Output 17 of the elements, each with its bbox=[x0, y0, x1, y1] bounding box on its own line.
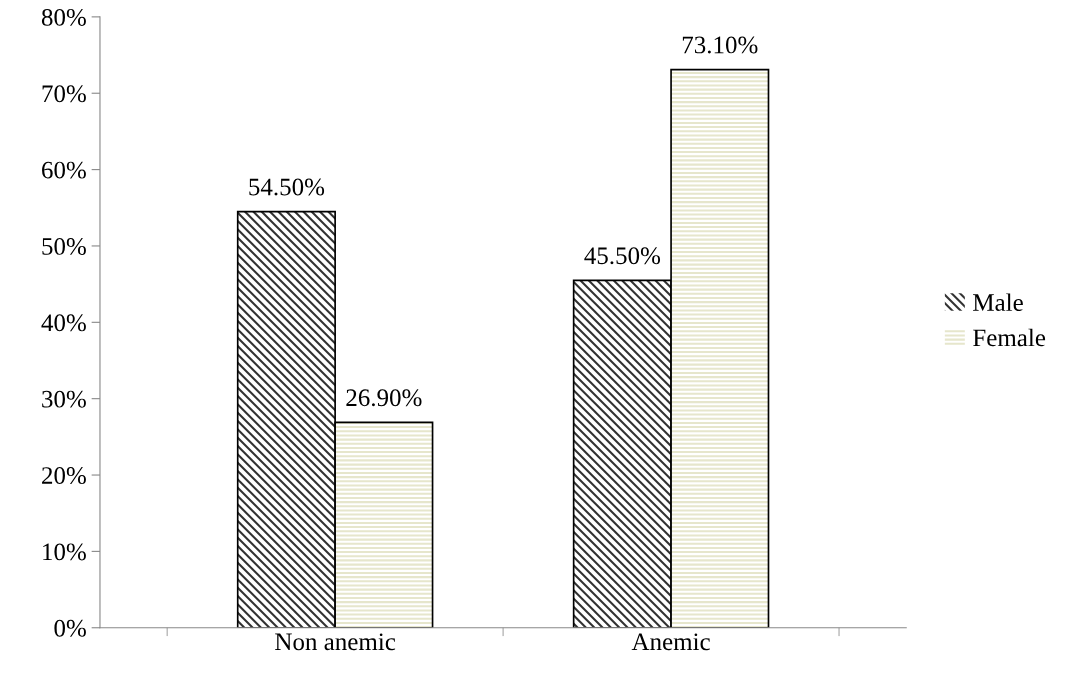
y-tick-label: 60% bbox=[42, 161, 86, 179]
legend-label: Male bbox=[973, 293, 1023, 311]
y-tick-label: 70% bbox=[42, 85, 86, 103]
y-tick-label: 20% bbox=[42, 467, 86, 485]
data-label: 54.50% bbox=[249, 178, 325, 196]
y-tick-label: 30% bbox=[42, 390, 86, 408]
x-tick-label: Anemic bbox=[631, 633, 710, 651]
y-tick-label: 40% bbox=[41, 314, 86, 332]
data-label: 73.10% bbox=[682, 36, 758, 54]
data-label: 45.50% bbox=[584, 247, 661, 265]
y-tick-label: 80% bbox=[41, 8, 86, 26]
y-tick-label: 10% bbox=[43, 543, 86, 561]
y-tick-label: 0% bbox=[54, 619, 86, 637]
y-tick-label: 50% bbox=[42, 238, 86, 255]
data-label: 26.90% bbox=[346, 389, 422, 407]
x-tick-label: Non anemic bbox=[275, 633, 396, 651]
legend-label: Female bbox=[973, 328, 1046, 347]
